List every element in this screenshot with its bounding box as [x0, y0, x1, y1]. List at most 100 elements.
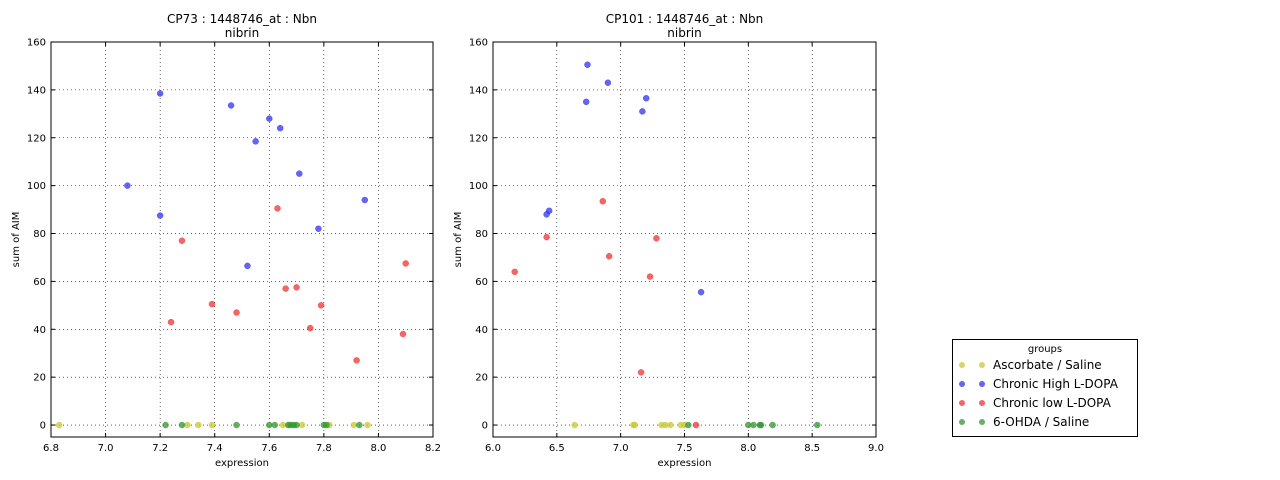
y-tick-label: 20 — [33, 373, 46, 384]
data-point — [584, 61, 591, 68]
legend-marker — [979, 418, 985, 425]
data-point — [599, 197, 607, 205]
data-point — [293, 421, 300, 429]
data-point — [298, 421, 306, 429]
legend-label: Ascorbate / Saline — [993, 357, 1102, 372]
data-point — [511, 268, 518, 276]
legend-label: Chronic High L-DOPA — [993, 376, 1118, 391]
data-point — [244, 262, 251, 270]
x-tick-label: 7.5 — [677, 443, 693, 454]
legend-marker — [959, 418, 965, 425]
data-point — [208, 421, 216, 429]
data-point — [667, 421, 674, 429]
legend-entry-chronic-low-ldopa: Chronic low L-DOPA — [953, 393, 1137, 412]
series-points — [162, 421, 363, 429]
chart-subtitle: nibrin — [667, 26, 701, 40]
data-point — [279, 421, 287, 429]
data-point — [178, 237, 186, 244]
plot-frame — [492, 41, 877, 438]
plot-panel: 6.8 7.0 7.2 7.4 7.6 7.8 8.0 8.2 0 20 40 60 80 100 120 1… — [11, 12, 441, 469]
y-tick-label: 160 — [469, 38, 488, 49]
x-tick-label: 8.0 — [740, 443, 756, 454]
series-points — [124, 90, 369, 270]
y-tick-label: 140 — [27, 85, 46, 96]
y-tick-label: 40 — [33, 325, 46, 336]
data-point — [653, 235, 660, 242]
x-tick-label: 8.5 — [804, 443, 820, 454]
data-point — [156, 90, 164, 97]
data-point — [227, 102, 235, 109]
data-point — [266, 115, 273, 122]
series-points — [511, 197, 700, 429]
x-tick-label: 9.0 — [868, 443, 884, 454]
data-point — [637, 369, 645, 376]
data-point — [266, 421, 273, 429]
data-point — [306, 324, 314, 332]
data-point — [282, 285, 289, 292]
legend-entry-chronic-high-ldopa: Chronic High L-DOPA — [953, 374, 1137, 393]
data-point — [361, 196, 369, 204]
x-tick-label: 7.8 — [316, 443, 332, 454]
data-point — [399, 330, 407, 338]
legend-title: groups — [1027, 344, 1063, 355]
data-point — [697, 288, 705, 296]
x-tick-label: 7.0 — [98, 443, 114, 454]
data-point — [582, 98, 590, 106]
x-tick-label: 7.6 — [261, 443, 277, 454]
data-point — [402, 260, 409, 267]
legend-marker — [959, 399, 965, 406]
x-tick-label: 6.8 — [43, 443, 59, 454]
y-tick-label: 40 — [475, 325, 488, 336]
legend-label: Chronic low L-DOPA — [993, 395, 1111, 410]
data-point — [271, 421, 278, 429]
legend-marker — [979, 399, 985, 406]
chart-title: CP73 : 1448746_at : Nbn — [167, 12, 317, 26]
data-point — [604, 79, 612, 86]
y-tick-label: 100 — [469, 181, 488, 192]
data-point — [274, 205, 281, 212]
x-tick-label: 8.0 — [370, 443, 386, 454]
data-point — [692, 421, 700, 429]
data-point — [642, 95, 650, 102]
data-point — [233, 309, 240, 316]
data-point — [646, 273, 654, 280]
data-point — [233, 421, 240, 429]
y-tick-label: 80 — [33, 229, 46, 240]
data-point — [543, 233, 550, 241]
y-axis-label: sum of AIM — [11, 212, 22, 268]
chart-subtitle: nibrin — [225, 26, 259, 40]
legend-marker — [959, 380, 965, 387]
data-point — [814, 421, 821, 429]
data-point — [639, 108, 646, 115]
data-point — [178, 421, 186, 429]
y-axis-label: sum of AIM — [453, 212, 464, 268]
x-axis-label: expression — [215, 458, 269, 469]
y-tick-label: 60 — [33, 277, 46, 288]
y-tick-label: 60 — [475, 277, 488, 288]
data-point — [293, 284, 300, 291]
data-point — [631, 421, 638, 429]
x-tick-label: 7.4 — [207, 443, 223, 454]
series-points — [685, 421, 821, 429]
y-tick-label: 120 — [469, 133, 488, 144]
y-tick-label: 100 — [27, 181, 46, 192]
y-tick-label: 0 — [482, 421, 488, 432]
y-tick-label: 140 — [469, 85, 488, 96]
x-tick-label: 7.0 — [613, 443, 629, 454]
data-point — [323, 421, 330, 429]
data-point — [252, 138, 259, 145]
data-point — [353, 357, 360, 364]
data-point — [162, 421, 169, 429]
data-point — [276, 124, 284, 132]
data-point — [208, 300, 216, 308]
legend-label: 6-OHDA / Saline — [993, 414, 1090, 429]
legend-marker — [959, 361, 965, 368]
x-axis-label: expression — [658, 458, 712, 469]
x-tick-label: 8.2 — [425, 443, 441, 454]
data-point — [364, 421, 371, 429]
data-point — [124, 182, 131, 189]
data-point — [571, 421, 578, 429]
data-point — [317, 302, 325, 309]
data-point — [685, 421, 692, 429]
